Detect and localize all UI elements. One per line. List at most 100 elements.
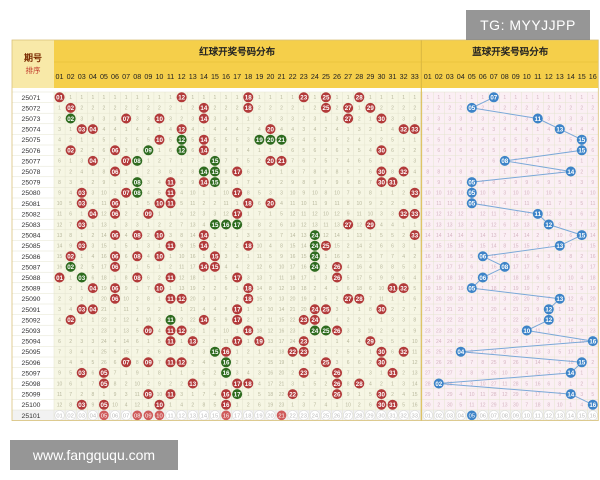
miss-count: 3 bbox=[547, 254, 550, 260]
miss-count: 6 bbox=[247, 169, 250, 175]
miss-count: 24 bbox=[458, 339, 464, 345]
miss-count: 3 bbox=[347, 254, 350, 260]
miss-count: 23 bbox=[425, 328, 431, 334]
miss-count: 4 bbox=[280, 201, 283, 207]
current-blue-number: 15 bbox=[579, 414, 585, 420]
current-red-number: 07 bbox=[123, 414, 129, 420]
miss-count: 14 bbox=[101, 233, 107, 239]
miss-count: 2 bbox=[214, 286, 217, 292]
miss-count: 5 bbox=[80, 360, 83, 366]
miss-count: 9 bbox=[225, 180, 228, 186]
miss-count: 16 bbox=[101, 254, 107, 260]
miss-count: 3 bbox=[136, 116, 139, 122]
miss-count: 4 bbox=[247, 371, 250, 377]
miss-count: 10 bbox=[223, 191, 229, 197]
miss-count: 14 bbox=[491, 244, 497, 250]
miss-count: 5 bbox=[569, 222, 572, 228]
miss-count: 25 bbox=[447, 350, 453, 356]
empty-ball-slot bbox=[243, 410, 254, 421]
miss-count: 10 bbox=[480, 381, 486, 387]
period-label: 25071 bbox=[22, 95, 41, 102]
miss-count: 1 bbox=[291, 95, 294, 101]
miss-count: 21 bbox=[458, 307, 464, 313]
miss-count: 19 bbox=[279, 360, 285, 366]
miss-count: 1 bbox=[80, 95, 83, 101]
empty-ball-slot bbox=[576, 410, 587, 421]
red-ball-number: 06 bbox=[112, 148, 119, 155]
red-ball bbox=[221, 346, 232, 357]
red-ball-number: 03 bbox=[78, 370, 85, 377]
red-ball-number: 23 bbox=[300, 95, 307, 102]
period-label: 25089 bbox=[22, 286, 41, 293]
miss-count: 8 bbox=[426, 169, 429, 175]
red-ball bbox=[165, 272, 176, 283]
miss-count: 18 bbox=[425, 275, 431, 281]
miss-count: 10 bbox=[425, 191, 431, 197]
period-label: 25098 bbox=[22, 381, 41, 388]
miss-count: 9 bbox=[180, 244, 183, 250]
miss-count: 3 bbox=[114, 328, 117, 334]
red-ball-number: 30 bbox=[378, 179, 385, 186]
miss-count: 3 bbox=[413, 265, 416, 271]
miss-count: 4 bbox=[558, 339, 561, 345]
miss-count: 8 bbox=[91, 392, 94, 398]
red-ball-number: 11 bbox=[167, 179, 174, 186]
red-ball-number: 27 bbox=[345, 222, 352, 229]
miss-count: 3 bbox=[91, 191, 94, 197]
miss-count: 8 bbox=[202, 403, 205, 409]
miss-count: 5 bbox=[225, 275, 228, 281]
miss-count: 5 bbox=[191, 138, 194, 144]
miss-count: 12 bbox=[546, 212, 552, 218]
miss-count: 4 bbox=[481, 318, 484, 324]
miss-count: 2 bbox=[591, 360, 594, 366]
red-ball bbox=[232, 314, 243, 325]
miss-count: 5 bbox=[169, 138, 172, 144]
miss-count: 18 bbox=[279, 350, 285, 356]
miss-count: 2 bbox=[313, 286, 316, 292]
miss-count: 2 bbox=[125, 212, 128, 218]
miss-count: 1 bbox=[158, 148, 161, 154]
miss-count: 1 bbox=[459, 95, 462, 101]
period-label: 25091 bbox=[22, 307, 41, 314]
miss-count: 2 bbox=[191, 106, 194, 112]
red-ball bbox=[232, 208, 243, 219]
red-column-label: 12 bbox=[178, 72, 186, 81]
miss-count: 10 bbox=[513, 191, 519, 197]
red-ball bbox=[376, 389, 387, 400]
miss-count: 3 bbox=[269, 116, 272, 122]
miss-count: 1 bbox=[391, 95, 394, 101]
miss-count: 1 bbox=[591, 350, 594, 356]
miss-count: 3 bbox=[358, 127, 361, 133]
miss-count: 6 bbox=[536, 180, 539, 186]
miss-count: 11 bbox=[458, 201, 463, 207]
red-ball bbox=[121, 155, 132, 166]
miss-count: 3 bbox=[426, 116, 429, 122]
blue-ball bbox=[466, 283, 477, 294]
miss-count: 6 bbox=[214, 148, 217, 154]
miss-count: 1 bbox=[214, 275, 217, 281]
miss-count: 10 bbox=[546, 191, 552, 197]
miss-count: 9 bbox=[380, 275, 383, 281]
miss-count: 3 bbox=[136, 307, 139, 313]
red-ball-number: 15 bbox=[212, 179, 219, 186]
miss-count: 7 bbox=[247, 180, 250, 186]
miss-count: 5 bbox=[336, 138, 339, 144]
miss-count: 2 bbox=[180, 116, 183, 122]
red-ball bbox=[354, 378, 365, 389]
miss-count: 12 bbox=[290, 212, 296, 218]
miss-count: 14 bbox=[590, 233, 596, 239]
empty-ball-slot bbox=[554, 410, 565, 421]
miss-count: 5 bbox=[413, 180, 416, 186]
miss-count: 7 bbox=[503, 339, 506, 345]
current-red-number: 31 bbox=[389, 414, 395, 420]
current-blue-number: 04 bbox=[458, 414, 465, 420]
miss-count: 4 bbox=[536, 254, 539, 260]
miss-count: 10 bbox=[535, 318, 541, 324]
miss-count: 3 bbox=[391, 116, 394, 122]
red-ball-number: 06 bbox=[112, 201, 119, 208]
miss-count: 2 bbox=[147, 169, 150, 175]
red-ball bbox=[198, 240, 209, 251]
blue-ball bbox=[576, 145, 587, 156]
miss-count: 8 bbox=[481, 360, 484, 366]
miss-count: 11 bbox=[568, 286, 573, 292]
